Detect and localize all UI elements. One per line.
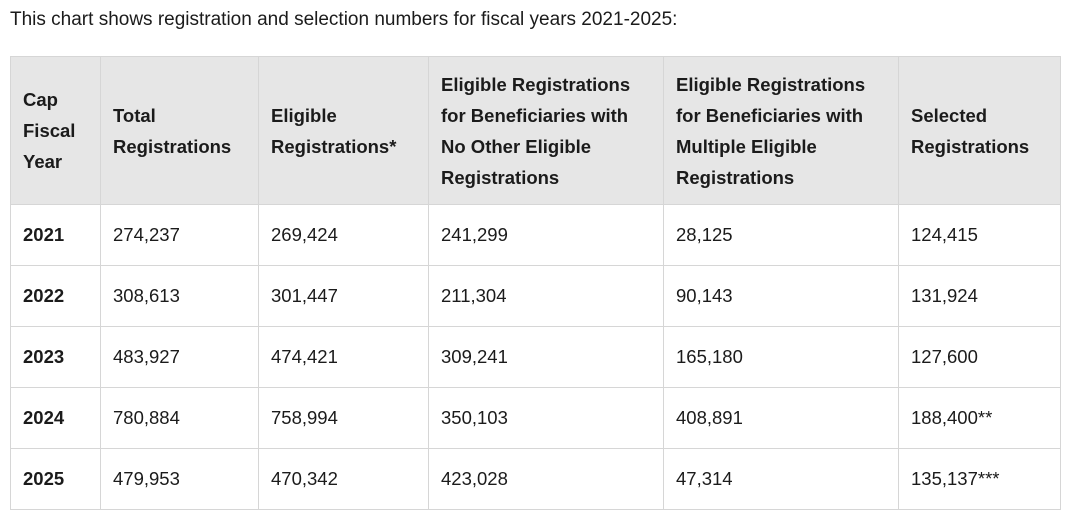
header-cap-fiscal-year: Cap Fiscal Year [10,56,101,205]
cell-eligible-no-other: 423,028 [428,448,664,510]
cell-total-registrations: 274,237 [100,204,259,266]
table-row: 2023 483,927 474,421 309,241 165,180 127… [10,326,1061,388]
cell-fiscal-year: 2024 [10,387,101,449]
table-row: 2022 308,613 301,447 211,304 90,143 131,… [10,265,1061,327]
cell-fiscal-year: 2023 [10,326,101,388]
header-total-registrations: Total Registrations [100,56,259,205]
header-eligible-multiple: Eligible Registrations for Beneficiaries… [663,56,899,205]
cell-total-registrations: 479,953 [100,448,259,510]
table-row: 2021 274,237 269,424 241,299 28,125 124,… [10,204,1061,266]
cell-eligible-no-other: 350,103 [428,387,664,449]
cell-eligible-no-other: 211,304 [428,265,664,327]
cell-eligible-registrations: 758,994 [258,387,429,449]
cell-fiscal-year: 2021 [10,204,101,266]
cell-eligible-registrations: 301,447 [258,265,429,327]
table-row: 2024 780,884 758,994 350,103 408,891 188… [10,387,1061,449]
cell-fiscal-year: 2022 [10,265,101,327]
cell-eligible-multiple: 408,891 [663,387,899,449]
cell-total-registrations: 483,927 [100,326,259,388]
cell-total-registrations: 308,613 [100,265,259,327]
cell-eligible-registrations: 269,424 [258,204,429,266]
cell-selected-registrations: 135,137*** [898,448,1061,510]
cell-eligible-registrations: 474,421 [258,326,429,388]
cell-eligible-multiple: 165,180 [663,326,899,388]
cell-eligible-no-other: 241,299 [428,204,664,266]
cell-selected-registrations: 124,415 [898,204,1061,266]
table-row: 2025 479,953 470,342 423,028 47,314 135,… [10,448,1061,510]
cell-total-registrations: 780,884 [100,387,259,449]
cell-selected-registrations: 188,400** [898,387,1061,449]
intro-text: This chart shows registration and select… [10,9,678,30]
cell-selected-registrations: 131,924 [898,265,1061,327]
cell-fiscal-year: 2025 [10,448,101,510]
cell-eligible-multiple: 90,143 [663,265,899,327]
header-eligible-no-other: Eligible Registrations for Beneficiaries… [428,56,664,205]
cell-eligible-multiple: 28,125 [663,204,899,266]
registration-table: Cap Fiscal Year Total Registrations Elig… [10,56,1061,510]
header-eligible-registrations: Eligible Registrations* [258,56,429,205]
cell-selected-registrations: 127,600 [898,326,1061,388]
header-selected-registrations: Selected Registrations [898,56,1061,205]
table-header-row: Cap Fiscal Year Total Registrations Elig… [10,56,1061,205]
cell-eligible-no-other: 309,241 [428,326,664,388]
cell-eligible-multiple: 47,314 [663,448,899,510]
cell-eligible-registrations: 470,342 [258,448,429,510]
